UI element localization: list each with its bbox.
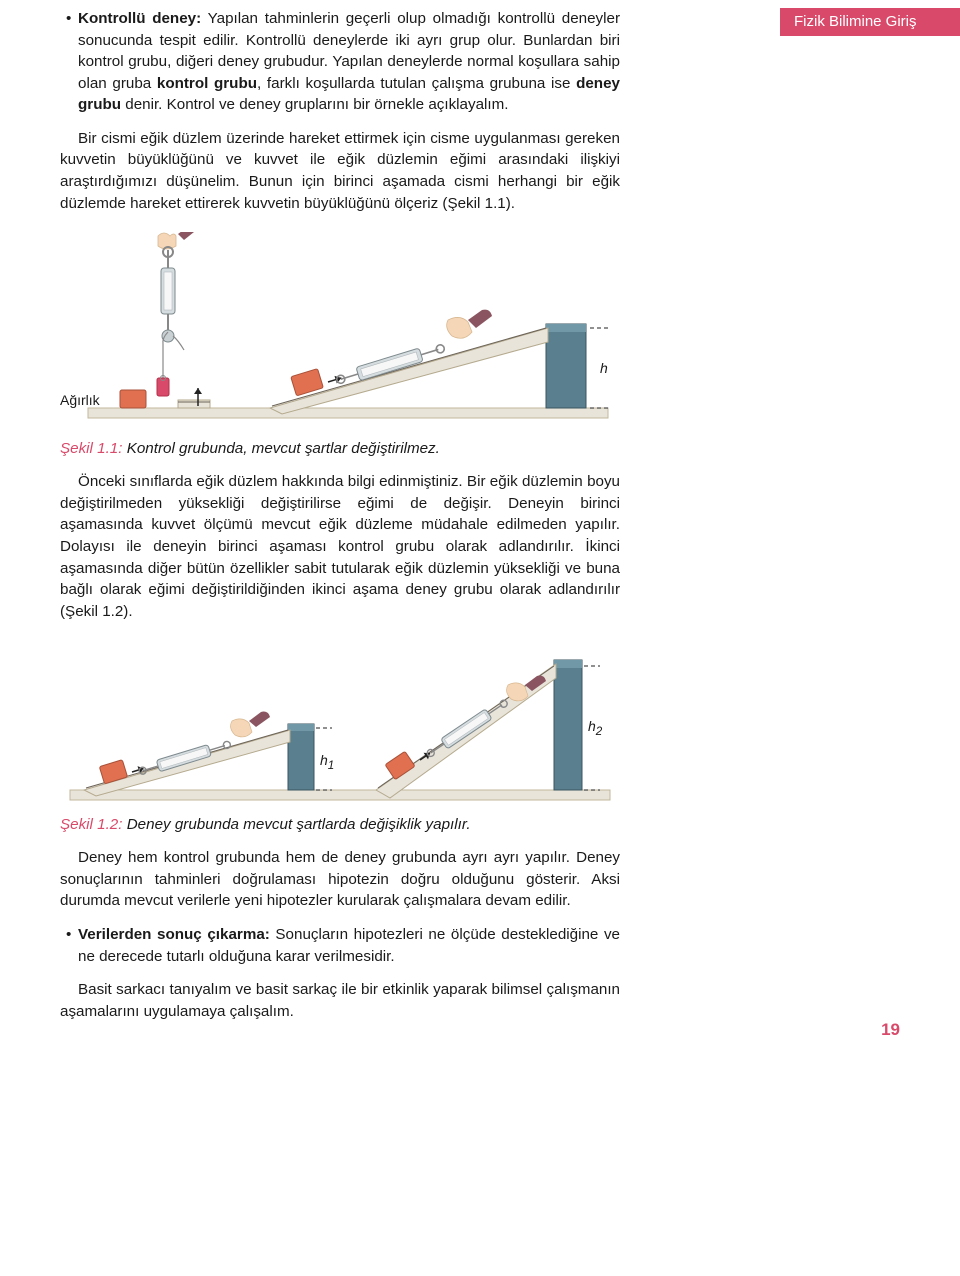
figure-1-svg [60,232,620,432]
header-tab: Fizik Bilimine Giriş [780,8,960,36]
p1-bold: Kontrollü deney: [78,10,201,27]
figure-2-svg [60,640,620,808]
main-column: Kontrollü deney: Yapılan tahminlerin geç… [60,8,620,1022]
p1-body3: denir. Kontrol ve deney gruplarını bir ö… [121,96,508,113]
fig2-captext: Deney grubunda mevcut şartlarda değişikl… [122,816,470,833]
figure-1: Ağırlık h [60,232,620,432]
p1-body2: , farklı koşullarda tutulan çalışma grub… [257,75,576,92]
fig1-capnum: Şekil 1.1: [60,440,122,457]
figure-2: h1 h2 [60,640,620,808]
figure-2-caption: Şekil 1.2: Deney grubunda mevcut şartlar… [60,816,620,833]
label-h1: h1 [320,752,334,772]
label-h1-sub: 1 [328,759,334,772]
paragraph-5: Verilerden sonuç çıkarma: Sonuçların hip… [60,924,620,967]
paragraph-3: Önceki sınıflarda eğik düzlem hakkında b… [60,471,620,622]
label-h2-base: h [588,718,596,734]
label-agirlik: Ağırlık [60,392,100,408]
paragraph-6: Basit sarkacı tanıyalım ve basit sarkaç … [60,979,620,1022]
label-h: h [600,360,608,376]
p5-bold: Verilerden sonuç çıkarma: [78,926,270,943]
header-tab-label: Fizik Bilimine Giriş [794,13,917,30]
label-h2: h2 [588,718,602,738]
label-h1-base: h [320,752,328,768]
paragraph-1: Kontrollü deney: Yapılan tahminlerin geç… [60,8,620,116]
fig1-captext: Kontrol grubunda, mevcut şartlar değişti… [122,440,439,457]
page-number: 19 [881,1020,900,1040]
fig2-capnum: Şekil 1.2: [60,816,122,833]
figure-1-caption: Şekil 1.1: Kontrol grubunda, mevcut şart… [60,440,620,457]
p1-bold2: kontrol grubu [157,75,257,92]
label-h2-sub: 2 [596,725,602,738]
paragraph-2: Bir cismi eğik düzlem üzerinde hareket e… [60,128,620,214]
paragraph-4: Deney hem kontrol grubunda hem de deney … [60,847,620,912]
